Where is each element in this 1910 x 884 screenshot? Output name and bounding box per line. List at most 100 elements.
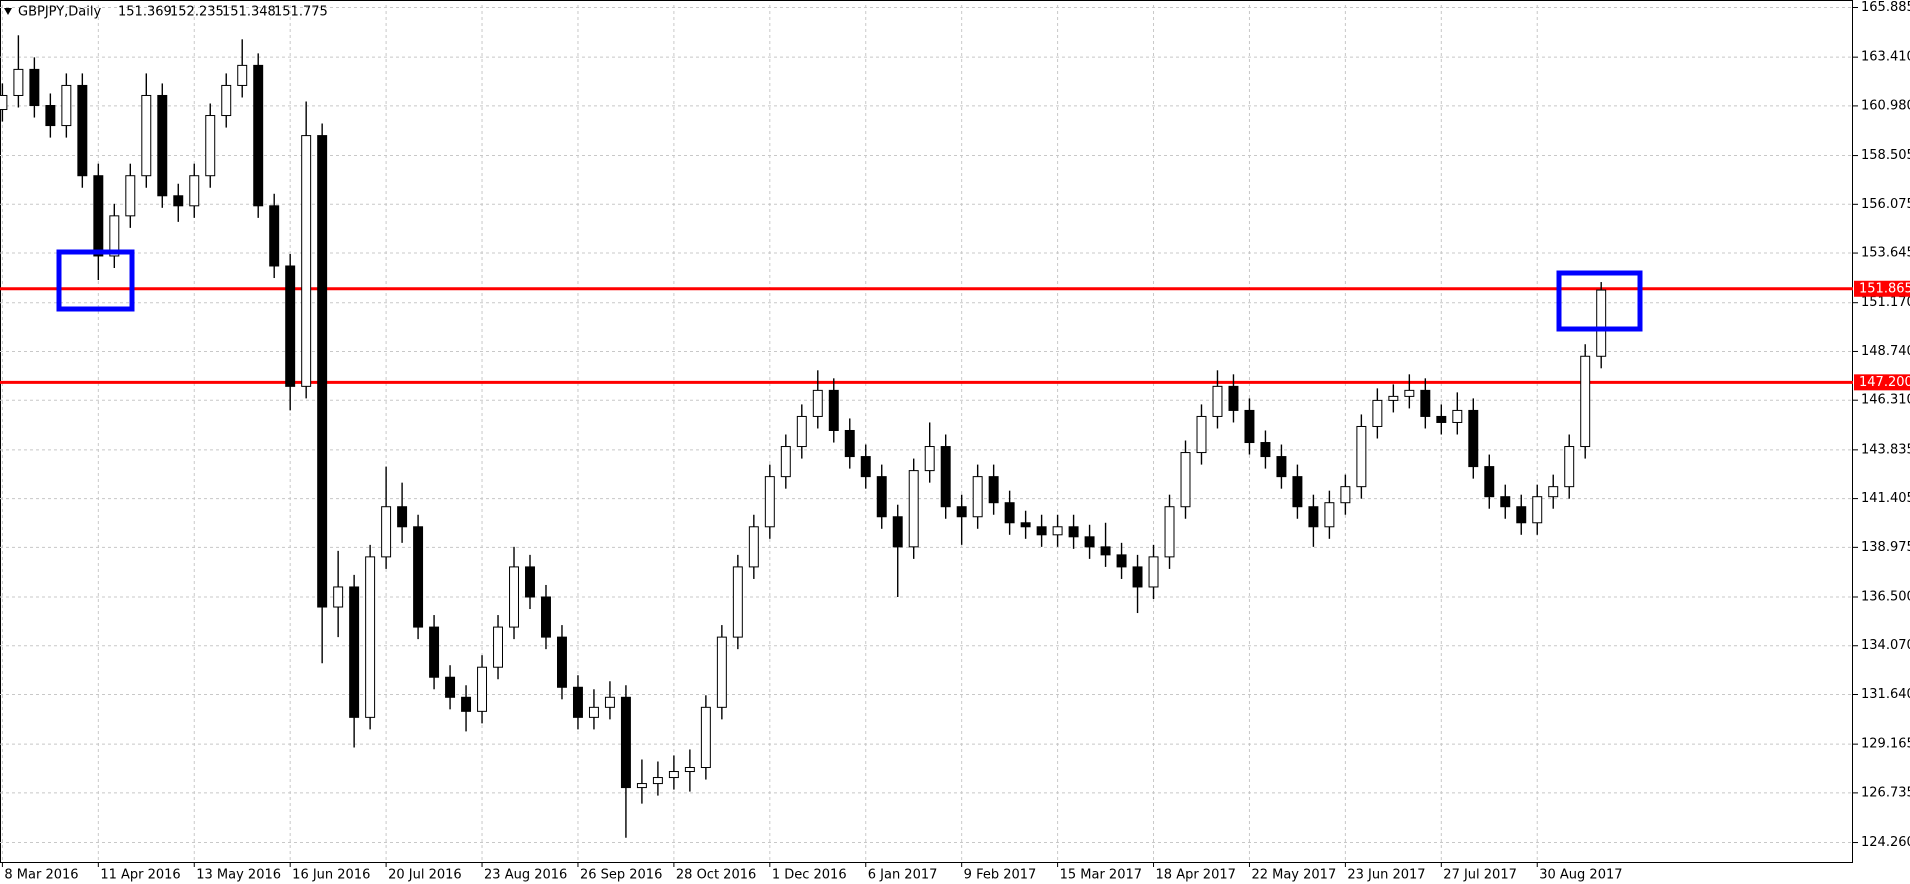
- y-tick-label: 138.975: [1861, 540, 1910, 555]
- candle-body: [45, 105, 56, 127]
- candle-body: [1484, 466, 1495, 498]
- header-open: 151.369: [118, 5, 172, 20]
- candle-body: [1388, 395, 1399, 401]
- y-tick-label: 126.735: [1861, 785, 1910, 800]
- candle-body: [349, 586, 360, 718]
- candle-body: [572, 686, 583, 718]
- candle-body: [812, 389, 823, 417]
- highlight-box: [1556, 270, 1643, 332]
- level-label: 151.865: [1859, 281, 1910, 296]
- candle-body: [796, 415, 807, 448]
- header-close: 151.775: [274, 5, 328, 20]
- x-tick-label: 23 Aug 2016: [484, 868, 567, 883]
- candle-body: [1596, 289, 1607, 357]
- candle-body: [988, 476, 999, 504]
- candle-body: [1260, 442, 1271, 458]
- candle-body: [876, 476, 887, 518]
- candle-body: [173, 195, 184, 207]
- candle-body: [1052, 526, 1063, 536]
- x-tick-label: 13 May 2016: [196, 868, 281, 883]
- x-tick-label: 11 Apr 2016: [100, 868, 180, 883]
- candle-body: [1100, 546, 1111, 556]
- y-tick-label: 134.070: [1861, 638, 1910, 653]
- candles: [0, 35, 1607, 838]
- candle-body: [269, 205, 280, 267]
- candle-body: [1084, 536, 1095, 548]
- candle-body: [221, 84, 232, 117]
- candle-body: [1356, 425, 1367, 488]
- x-tick-label: 1 Dec 2016: [772, 868, 847, 883]
- candle-body: [972, 476, 983, 518]
- y-tick-label: 156.075: [1861, 197, 1910, 212]
- candle-body: [493, 626, 504, 668]
- menu-arrow[interactable]: [4, 8, 12, 15]
- candle-body: [1196, 415, 1207, 454]
- candle-body: [125, 175, 136, 217]
- candle-body: [1068, 526, 1079, 538]
- candle-body: [588, 706, 599, 718]
- candle-body: [333, 586, 344, 608]
- candle-body: [1564, 446, 1575, 488]
- candle-body: [29, 68, 40, 107]
- candle-body: [908, 470, 919, 548]
- candle-body: [61, 84, 72, 127]
- candle-body: [556, 636, 567, 688]
- candle-body: [397, 506, 408, 528]
- candle-body: [668, 771, 679, 779]
- candle-body: [844, 429, 855, 458]
- candle-body: [1404, 389, 1415, 397]
- candle-body: [940, 446, 951, 508]
- candle-body: [381, 506, 392, 558]
- candle-body: [1148, 556, 1159, 588]
- x-tick-label: 23 Jun 2017: [1347, 868, 1425, 883]
- header-low: 151.348: [222, 5, 276, 20]
- candle-body: [77, 84, 88, 177]
- x-tick-label: 15 Mar 2017: [1060, 868, 1142, 883]
- candle-body: [1036, 526, 1047, 536]
- candle-body: [1420, 389, 1431, 417]
- candle-body: [604, 696, 615, 708]
- candle-body: [748, 526, 759, 568]
- candle-body: [716, 636, 727, 708]
- candle-body: [892, 516, 903, 548]
- y-tick-label: 131.640: [1861, 687, 1910, 702]
- x-tick-label: 8 Mar 2016: [4, 868, 78, 883]
- highlight-box: [56, 249, 135, 312]
- candle-body: [1532, 496, 1543, 524]
- candle-body: [1548, 486, 1559, 498]
- x-tick-label: 26 Sep 2016: [580, 868, 662, 883]
- candle-body: [1340, 486, 1351, 504]
- y-tick-label: 151.170: [1861, 295, 1910, 310]
- x-tick-label: 30 Aug 2017: [1539, 868, 1622, 883]
- candle-body: [541, 596, 551, 638]
- x-tick-label: 28 Oct 2016: [676, 868, 756, 883]
- candle-body: [1452, 409, 1463, 423]
- x-tick-label: 9 Feb 2017: [964, 868, 1037, 883]
- level-label: 147.200: [1859, 375, 1910, 390]
- candle-body: [1580, 355, 1591, 448]
- candle-body: [764, 476, 775, 528]
- candle-body: [1164, 506, 1175, 558]
- header-high: 152.235: [170, 5, 224, 20]
- candle-body: [445, 676, 456, 698]
- candle-body: [13, 68, 24, 96]
- candle-body: [1180, 452, 1191, 508]
- level-tag: [1854, 374, 1910, 391]
- y-tick-label: 163.410: [1861, 50, 1910, 65]
- y-tick-label: 146.310: [1861, 393, 1910, 408]
- candle-body: [1004, 502, 1015, 524]
- candle-body: [1212, 385, 1223, 417]
- y-tick-label: 148.740: [1861, 344, 1910, 359]
- x-tick-label: 27 Jul 2017: [1443, 868, 1517, 883]
- y-tick-label: 141.405: [1861, 491, 1910, 506]
- y-tick-label: 124.260: [1861, 835, 1910, 850]
- candle-body: [956, 506, 967, 518]
- candle-body: [301, 135, 312, 387]
- candle-body: [828, 389, 839, 431]
- x-tick-label: 6 Jan 2017: [868, 868, 938, 883]
- y-tick-label: 143.835: [1861, 442, 1910, 457]
- candle-body: [189, 175, 200, 207]
- candle-body: [525, 566, 535, 598]
- x-tick-label: 22 May 2017: [1251, 868, 1336, 883]
